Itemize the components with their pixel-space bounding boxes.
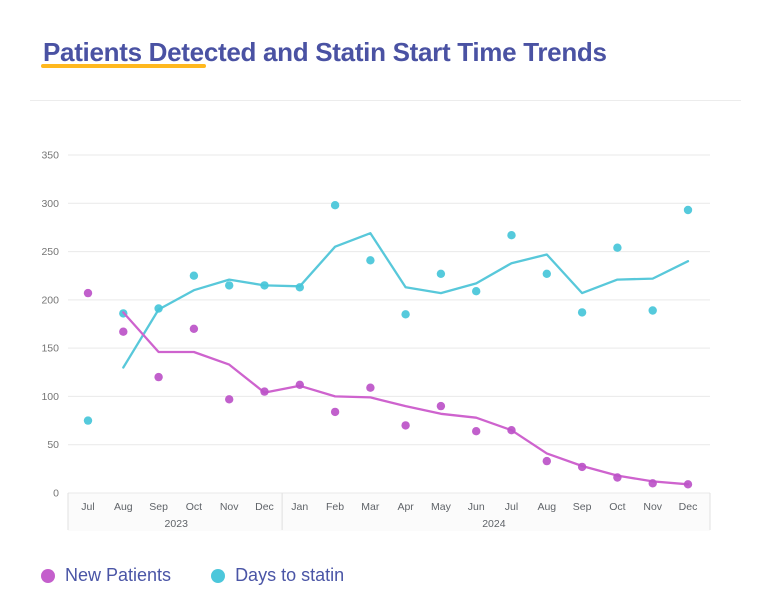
new-patients-point <box>401 421 410 430</box>
page-title: Patients Detected and Statin Start Time … <box>43 37 607 68</box>
new-patients-point <box>542 456 551 466</box>
days-to-statin-point <box>295 283 304 292</box>
new-patients-point <box>648 479 657 488</box>
x-axis-month-label: Nov <box>220 501 239 513</box>
new-patients-point <box>507 426 516 435</box>
y-axis-tick-label: 250 <box>41 246 59 258</box>
new-patients-point <box>119 327 128 336</box>
x-axis-month-label: Oct <box>186 501 202 513</box>
y-axis-tick-label: 200 <box>41 294 59 306</box>
days-to-statin-point <box>330 201 340 210</box>
days-to-statin-point <box>507 231 516 240</box>
x-axis-month-label: Dec <box>255 501 274 513</box>
new-patients-trendline <box>122 311 690 486</box>
days-to-statin-point <box>613 243 622 252</box>
new-patients-point <box>295 380 304 389</box>
new-patients-swatch-icon <box>41 568 55 583</box>
y-axis-tick-label: 350 <box>41 150 59 162</box>
new-patients-point <box>436 401 446 411</box>
x-axis-month-label: Jul <box>81 501 94 513</box>
x-axis-month-label: Sep <box>149 501 168 513</box>
chart-legend: New Patients Days to statin <box>41 565 344 586</box>
days-to-statin-point <box>683 205 693 215</box>
y-axis-tick-label: 50 <box>47 439 59 451</box>
days-to-statin-point <box>577 308 587 317</box>
x-axis-month-label: Dec <box>679 501 698 513</box>
x-axis-month-label: Apr <box>397 501 414 513</box>
days-to-statin-trendline <box>122 232 690 369</box>
days-to-statin-point <box>401 310 410 319</box>
x-axis-month-label: Jan <box>291 501 308 513</box>
new-patients-point <box>260 387 269 396</box>
days-to-statin-point <box>472 287 481 296</box>
new-patients-point <box>472 427 481 436</box>
days-to-statin-point <box>154 304 163 313</box>
new-patients-point <box>83 288 93 298</box>
x-axis-month-label: May <box>431 501 452 513</box>
new-patients-point <box>189 324 199 333</box>
legend-label-new-patients: New Patients <box>65 565 172 585</box>
x-axis-month-label: Jul <box>505 501 518 513</box>
y-axis-tick-label: 150 <box>41 343 59 355</box>
x-axis-month-label: Oct <box>609 501 625 513</box>
x-axis-band <box>68 493 710 531</box>
new-patients-point <box>225 395 234 404</box>
x-axis-month-label: Aug <box>114 501 133 513</box>
days-to-statin-point <box>189 271 199 280</box>
days-to-statin-swatch-icon <box>211 568 226 583</box>
x-axis-month-label: Mar <box>361 501 380 513</box>
new-patients-point <box>366 383 375 392</box>
days-to-statin-point <box>366 256 375 265</box>
legend-item-days-to-statin[interactable]: Days to statin <box>211 565 344 586</box>
x-axis-month-label: Aug <box>537 501 556 513</box>
y-axis-tick-label: 300 <box>41 198 59 210</box>
legend-label-days-to-statin: Days to statin <box>235 565 345 585</box>
days-to-statin-point <box>436 269 446 278</box>
x-axis-month-label: Jun <box>468 501 485 513</box>
days-to-statin-point <box>648 306 657 315</box>
days-to-statin-point <box>83 416 93 425</box>
new-patients-point <box>577 462 587 472</box>
new-patients-point <box>330 407 340 417</box>
x-axis-month-label: Sep <box>573 501 592 513</box>
new-patients-point <box>154 372 163 382</box>
x-axis-year-label: 2024 <box>482 518 506 530</box>
x-axis-year-label: 2023 <box>165 518 189 530</box>
y-axis-tick-label: 100 <box>41 391 59 403</box>
legend-item-new-patients[interactable]: New Patients <box>41 565 171 586</box>
header-divider <box>30 100 741 101</box>
days-to-statin-point <box>225 281 234 290</box>
y-axis-tick-label: 0 <box>53 488 59 500</box>
x-axis-month-label: Nov <box>643 501 662 513</box>
days-to-statin-point <box>260 281 269 290</box>
new-patients-point <box>613 473 622 482</box>
title-accent-underline <box>41 64 206 68</box>
days-to-statin-point <box>542 269 551 278</box>
new-patients-point <box>683 480 693 489</box>
x-axis-month-label: Feb <box>326 501 344 513</box>
